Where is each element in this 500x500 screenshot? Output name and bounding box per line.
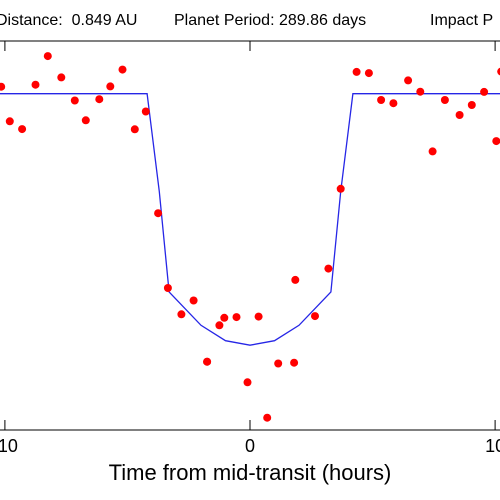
model-transit-curve	[0, 93, 500, 346]
data-point	[141, 107, 150, 116]
data-point	[336, 184, 345, 193]
period-value: 289.86 days	[278, 12, 367, 29]
data-point	[203, 357, 212, 366]
data-point	[428, 147, 437, 156]
impact-label: Impact P	[430, 12, 494, 29]
data-point	[364, 69, 373, 78]
data-point	[43, 52, 52, 61]
data-point	[5, 117, 14, 126]
data-point	[352, 67, 361, 76]
data-point	[389, 99, 398, 108]
data-point	[455, 111, 464, 119]
data-point	[274, 359, 283, 368]
data-point	[106, 82, 115, 91]
data-point	[189, 296, 198, 305]
data-point	[81, 116, 90, 125]
data-point	[377, 96, 386, 104]
data-point	[163, 284, 172, 292]
data-point	[95, 95, 104, 104]
data-point	[492, 137, 500, 146]
data-point	[215, 321, 224, 330]
data-point	[130, 125, 139, 134]
data-point	[232, 313, 241, 322]
x-axis-title: Time from mid-transit (hours)	[109, 460, 392, 485]
data-point	[0, 82, 6, 91]
data-point	[416, 87, 425, 96]
parameter-header: Distance: 0.849 AU Planet Period: 289.86…	[0, 8, 500, 34]
distance-readout: Distance: 0.849 AU	[0, 8, 137, 34]
data-point	[311, 312, 319, 321]
data-point	[254, 312, 263, 321]
distance-label: Distance:	[0, 12, 63, 29]
data-point	[467, 101, 476, 109]
data-point	[70, 96, 79, 105]
data-point	[290, 358, 299, 367]
data-point	[177, 310, 186, 319]
data-points-layer	[0, 52, 500, 422]
distance-value: 0.849 AU	[71, 12, 138, 29]
data-point	[18, 125, 27, 134]
data-point	[57, 73, 66, 82]
period-readout: Planet Period: 289.86 days	[174, 8, 366, 34]
data-point	[480, 87, 489, 96]
impact-readout: Impact P	[430, 8, 493, 34]
x-tick-label: 0	[245, 436, 255, 456]
data-point	[324, 264, 333, 273]
data-point	[291, 275, 300, 284]
data-point	[220, 313, 229, 322]
data-point	[154, 209, 163, 218]
x-tick-label: 10	[485, 436, 500, 456]
data-point	[118, 65, 127, 74]
x-ticks-layer: -10 0 10	[0, 41, 500, 456]
model-curve-layer	[0, 93, 500, 346]
period-label: Planet Period:	[174, 12, 275, 29]
data-point	[263, 413, 272, 422]
data-point	[497, 67, 500, 76]
data-point	[404, 76, 413, 85]
data-point	[243, 378, 252, 387]
data-point	[440, 96, 449, 104]
x-tick-label: -10	[0, 436, 18, 456]
data-point	[31, 80, 40, 89]
